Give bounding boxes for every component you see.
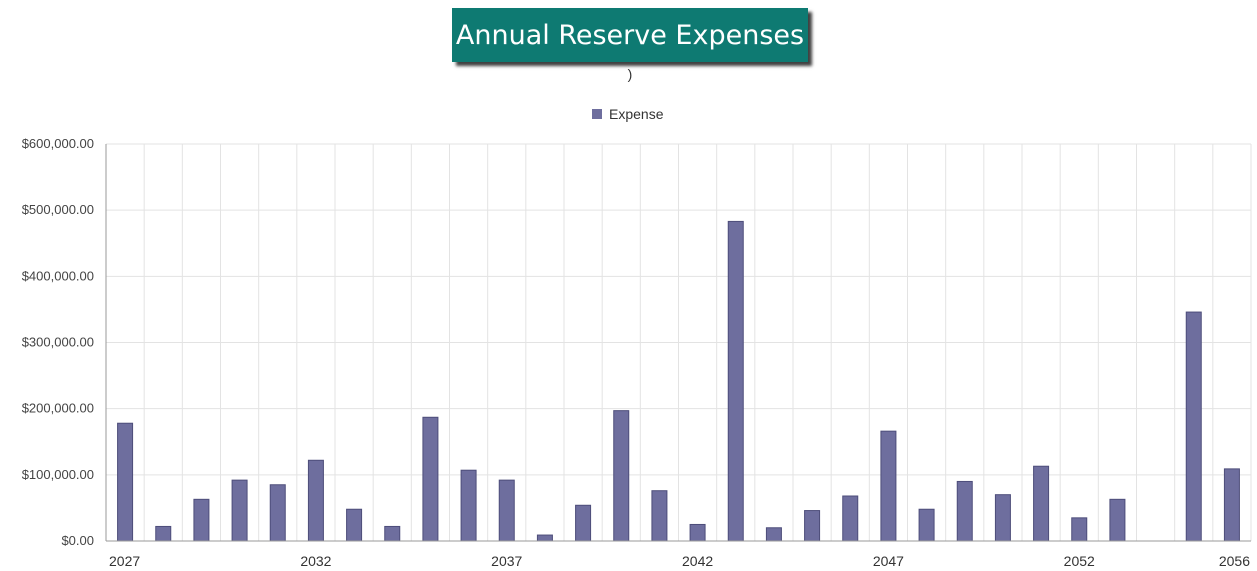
bar-2038 [536, 534, 553, 542]
bar-2041 [651, 490, 668, 542]
chart-title: Annual Reserve Expenses [452, 8, 808, 62]
bar-2037 [498, 479, 515, 542]
legend-swatch [592, 109, 602, 119]
bar-2035 [422, 416, 439, 542]
x-tick-label: 2032 [300, 553, 331, 569]
bar-2027 [117, 422, 134, 542]
bar-2040 [613, 410, 630, 542]
bar-2033 [346, 508, 363, 542]
bar-2056 [1223, 468, 1240, 542]
bar-2031 [269, 484, 286, 542]
y-tick-label: $100,000.00 [22, 467, 94, 482]
bar-2034 [384, 525, 401, 542]
bar-2049 [956, 480, 973, 542]
bar-2050 [994, 494, 1011, 542]
chart-subtitle: ) [627, 66, 633, 82]
y-tick-label: $200,000.00 [22, 401, 94, 416]
x-tick-label: 2042 [682, 553, 713, 569]
x-axis-ticks: 2027 2032 2037 2042 2047 2052 2056 [109, 553, 1250, 569]
bar-2029 [193, 498, 210, 542]
bars [117, 220, 1240, 542]
bar-2036 [460, 469, 477, 542]
grid-lines [105, 143, 1252, 542]
bar-2042 [689, 523, 706, 542]
legend[interactable]: Expense [592, 105, 663, 123]
x-tick-label: 2037 [491, 553, 522, 569]
bar-2055 [1185, 311, 1202, 542]
bar-2046 [842, 495, 859, 542]
legend-label: Expense [609, 106, 664, 122]
bar-2052 [1071, 517, 1088, 542]
y-tick-label: $600,000.00 [22, 136, 94, 151]
bar-2044 [765, 527, 782, 542]
x-tick-label: 2047 [873, 553, 904, 569]
y-tick-label: $400,000.00 [22, 268, 94, 283]
x-tick-label: 2027 [109, 553, 140, 569]
bar-2051 [1033, 465, 1050, 542]
bar-2028 [155, 525, 172, 542]
bar-2039 [575, 504, 592, 542]
bar-2047 [880, 430, 897, 542]
bar-2043 [727, 220, 744, 542]
bar-2053 [1109, 498, 1126, 542]
bar-2045 [804, 510, 821, 542]
y-tick-label: $500,000.00 [22, 202, 94, 217]
y-tick-label: $300,000.00 [22, 335, 94, 350]
x-tick-label: 2052 [1064, 553, 1095, 569]
bar-2030 [231, 479, 248, 542]
y-tick-label: $0.00 [61, 533, 94, 548]
x-tick-label: 2056 [1219, 553, 1250, 569]
y-axis-ticks: $600,000.00 $500,000.00 $400,000.00 $300,00… [22, 136, 94, 548]
bar-2048 [918, 508, 935, 542]
bar-2032 [307, 459, 324, 542]
axes [105, 144, 1251, 542]
